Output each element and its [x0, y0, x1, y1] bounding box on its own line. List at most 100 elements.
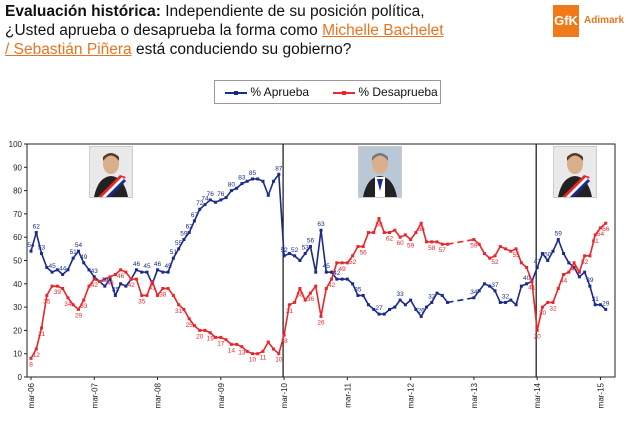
gfk-mark: GfK	[553, 5, 579, 37]
disapprove-point	[156, 293, 160, 297]
disapprove-point	[514, 247, 518, 251]
approve-point	[519, 284, 523, 288]
disapprove-point	[366, 231, 370, 235]
approve-segment	[309, 246, 317, 273]
disapprove-point	[403, 233, 407, 237]
disapprove-point	[446, 242, 450, 246]
portrait-bachelet	[553, 146, 598, 198]
approve-data-label: 43	[91, 268, 99, 275]
approve-point	[40, 252, 44, 256]
disapprove-point	[293, 300, 297, 304]
approve-point	[414, 307, 418, 311]
disapprove-point	[519, 261, 523, 265]
approve-point	[166, 270, 170, 274]
approve-point	[256, 177, 260, 181]
disapprove-segment	[320, 288, 328, 317]
approve-data-label: 56	[307, 238, 315, 245]
disapprove-point	[119, 268, 123, 272]
approve-data-label: 45	[164, 263, 172, 270]
disapprove-point	[562, 272, 566, 276]
disapprove-data-label: 20	[196, 333, 204, 340]
legend-disapprove: % Desaprueba	[333, 85, 438, 99]
approve-point	[192, 219, 196, 223]
approve-point	[345, 277, 349, 281]
disapprove-segment	[525, 267, 533, 282]
y-tick-label: 10	[13, 350, 22, 359]
disapprove-point	[198, 328, 202, 332]
legend-approve-swatch	[225, 90, 247, 95]
approve-point	[335, 277, 339, 281]
disapprove-point	[235, 342, 239, 346]
approve-segment	[562, 253, 570, 264]
disapprove-segment	[447, 238, 475, 245]
disapprove-point	[61, 286, 65, 290]
disapprove-point	[219, 335, 223, 339]
x-tick-label: mar-12	[407, 382, 416, 408]
disapprove-segment	[77, 299, 85, 310]
approve-data-label: 85	[249, 170, 257, 177]
approve-segment	[130, 269, 138, 280]
disapprove-segment	[351, 246, 359, 257]
x-tick-label: mar-10	[280, 382, 289, 408]
disapprove-point	[424, 240, 428, 244]
approve-point	[514, 303, 518, 307]
disapprove-segment	[30, 348, 37, 359]
disapprove-point	[66, 296, 70, 300]
disapprove-point	[472, 238, 476, 242]
disapprove-point	[34, 347, 38, 351]
disapprove-data-label: 20	[534, 333, 542, 340]
disapprove-point	[498, 245, 502, 249]
disapprove-data-label: 59	[470, 243, 478, 250]
approve-segment	[188, 220, 196, 233]
disapprove-segment	[35, 327, 43, 350]
approve-point	[535, 265, 539, 269]
disapprove-data-label: 46	[117, 273, 125, 280]
approve-data-label: 47	[534, 258, 542, 265]
approve-segment	[573, 267, 581, 278]
disapprove-point	[382, 231, 386, 235]
approve-segment	[431, 292, 438, 303]
disapprove-data-label: 43	[106, 280, 114, 287]
disapprove-point	[535, 328, 539, 332]
disapprove-segment	[578, 255, 586, 273]
disapprove-data-label: 29	[75, 312, 83, 319]
link-bachelet[interactable]: Michelle Bachelet	[322, 22, 444, 39]
approve-point	[562, 252, 566, 256]
approve-point	[224, 196, 228, 200]
approve-segment	[177, 239, 185, 250]
header-lead: Evaluación histórica:	[5, 3, 161, 20]
approve-point	[567, 261, 571, 265]
disapprove-data-label: 59	[407, 243, 415, 250]
approve-data-label: 26	[418, 307, 426, 314]
approve-point	[82, 261, 86, 265]
disapprove-segment	[330, 262, 338, 280]
approve-data-label: 63	[317, 221, 325, 228]
disapprove-point	[577, 270, 581, 274]
approve-point	[45, 265, 49, 269]
disapprove-data-label: 49	[338, 266, 346, 273]
approve-point	[540, 252, 544, 256]
approve-segment	[583, 271, 591, 287]
disapprove-data-label: 52	[491, 259, 499, 266]
approve-segment	[494, 290, 502, 303]
approve-data-label: 32	[502, 293, 510, 300]
approve-segment	[167, 257, 175, 273]
approve-point	[71, 256, 75, 260]
disapprove-point	[82, 298, 86, 302]
approve-segment	[420, 306, 428, 317]
disapprove-point	[161, 286, 165, 290]
disapprove-point	[71, 303, 75, 307]
disapprove-segment	[372, 218, 380, 233]
disapprove-point	[572, 261, 576, 265]
link-pinera[interactable]: / Sebastián Piñera	[5, 41, 132, 58]
disapprove-point	[440, 242, 444, 246]
disapprove-point	[240, 345, 244, 349]
approve-point	[430, 300, 434, 304]
approve-segment	[351, 283, 359, 296]
disapprove-point	[435, 240, 439, 244]
disapprove-segment	[362, 232, 370, 247]
disapprove-segment	[46, 285, 53, 296]
disapprove-segment	[172, 295, 180, 306]
approve-point	[298, 259, 302, 262]
disapprove-point	[593, 233, 597, 237]
